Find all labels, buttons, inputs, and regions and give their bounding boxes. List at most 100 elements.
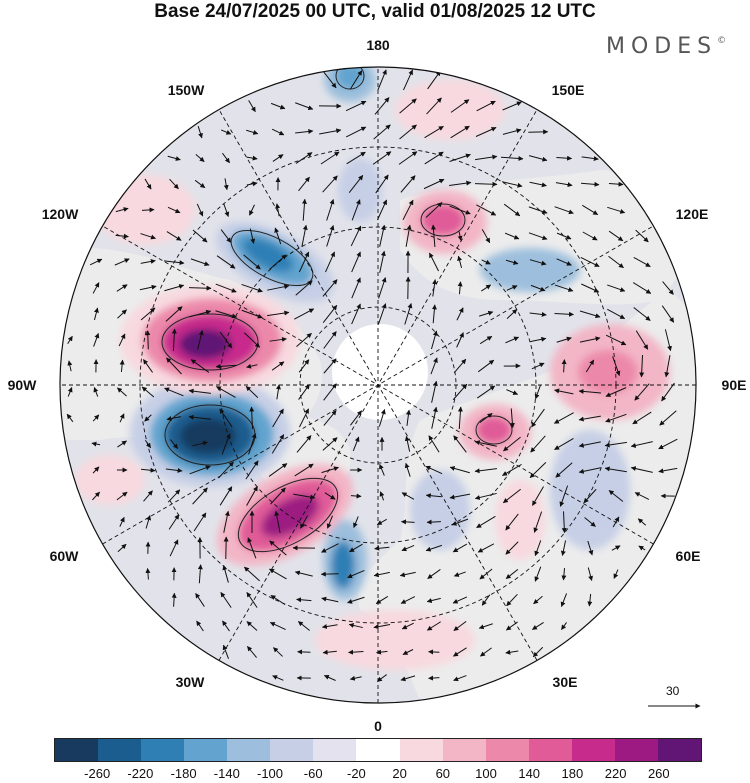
wind-arrow	[319, 128, 342, 135]
wind-arrow	[399, 124, 417, 140]
wind-arrow	[556, 155, 573, 161]
wind-arrow	[529, 181, 547, 188]
wind-arrow	[556, 336, 572, 343]
wind-arrow	[612, 516, 620, 528]
wind-arrow	[296, 332, 312, 348]
wind-arrow	[322, 649, 337, 655]
colorbar-tick-label: 140	[518, 766, 541, 781]
wind-arrow	[528, 155, 548, 162]
colorbar-segment	[227, 739, 271, 761]
wind-arrow	[506, 285, 518, 291]
colorbar-segment	[184, 739, 228, 761]
wind-arrow	[578, 467, 601, 474]
wind-arrow	[326, 225, 335, 247]
colorbar-segment	[141, 739, 185, 761]
colorbar-segment	[313, 739, 357, 761]
wind-arrow	[379, 250, 386, 273]
colorbar-segment	[614, 739, 658, 761]
wind-arrow	[140, 258, 156, 264]
colorbar-tick-label: -100	[256, 766, 284, 781]
wind-arrow	[428, 435, 440, 453]
wind-arrow	[452, 383, 468, 401]
wind-arrow	[634, 383, 650, 401]
wind-arrow	[633, 256, 651, 268]
wind-arrow	[428, 675, 440, 681]
wind-arrow	[93, 307, 99, 321]
wind-arrow	[243, 332, 261, 348]
wind-arrow	[245, 385, 259, 399]
wind-arrow	[188, 414, 211, 420]
wind-arrow	[479, 413, 493, 423]
wind-arrow	[664, 355, 671, 378]
wind-arrow	[427, 569, 441, 579]
wind-arrow	[401, 492, 415, 500]
wind-arrow	[141, 386, 155, 398]
wind-vectors	[66, 69, 678, 682]
wind-arrow	[481, 259, 491, 265]
wind-arrow	[321, 543, 339, 553]
wind-arrow	[167, 206, 181, 214]
wind-arrow	[143, 490, 153, 502]
wind-arrow	[533, 595, 543, 605]
lon-label-30w: 30W	[175, 674, 205, 690]
wind-arrow	[351, 251, 361, 273]
wind-arrow	[607, 284, 626, 292]
wind-arrow	[561, 511, 567, 534]
wind-arrow	[269, 568, 287, 580]
lon-label-180: 180	[366, 37, 390, 53]
wind-arrow	[196, 203, 204, 217]
anomaly-neg-2c	[242, 238, 294, 272]
wind-arrow	[196, 620, 204, 632]
copyright-mark: ©	[717, 36, 727, 46]
wind-arrow	[530, 336, 547, 343]
wind-arrow	[376, 649, 388, 655]
wind-arrow	[92, 282, 100, 294]
wind-arrow	[555, 182, 573, 188]
lon-label-30e: 30E	[552, 674, 578, 690]
wind-arrow	[453, 620, 467, 632]
wind-arrow	[188, 285, 212, 291]
wind-arrow	[145, 568, 151, 580]
wind-arrow	[532, 486, 544, 506]
wind-arrow	[639, 354, 645, 378]
wind-arrow	[582, 204, 599, 216]
colorbar-tick-label: 100	[475, 766, 497, 781]
wind-arrow	[243, 566, 260, 582]
wind-arrow	[298, 176, 310, 192]
wind-arrow	[534, 566, 542, 582]
wind-arrow	[321, 596, 339, 603]
wind-arrow	[479, 335, 493, 345]
wind-arrow	[404, 303, 413, 325]
wind-arrow	[215, 283, 237, 293]
wind-arrow	[451, 518, 469, 526]
wind-arrow	[431, 406, 438, 429]
wind-arrow	[479, 568, 493, 580]
wind-arrow	[529, 461, 547, 479]
wind-arrow	[246, 181, 258, 187]
wind-arrow	[635, 330, 649, 350]
wind-arrow	[249, 228, 256, 244]
wind-arrow	[195, 593, 205, 607]
wind-arrow	[427, 70, 441, 90]
lon-label-90w: 90W	[7, 377, 37, 393]
wind-arrow	[505, 259, 519, 265]
wind-arrow	[426, 597, 441, 604]
wind-arrow	[452, 596, 468, 604]
wind-arrow	[248, 100, 256, 113]
colorbar-tick-label: -180	[170, 766, 197, 781]
wind-arrow	[449, 466, 470, 474]
wind-arrow	[457, 281, 463, 295]
wind-arrow	[474, 468, 497, 474]
wind-arrow	[347, 569, 365, 579]
wind-arrow	[119, 359, 125, 372]
wind-arrow	[324, 492, 336, 500]
wind-arrow	[163, 260, 185, 266]
wind-arrow	[424, 151, 444, 165]
wind-arrow	[117, 387, 127, 397]
wind-arrow	[662, 281, 674, 295]
wind-arrow	[219, 486, 233, 506]
wind-arrow	[453, 358, 467, 374]
wind-arrow	[246, 485, 258, 506]
wind-arrow	[505, 649, 519, 655]
wind-arrow	[374, 97, 390, 115]
